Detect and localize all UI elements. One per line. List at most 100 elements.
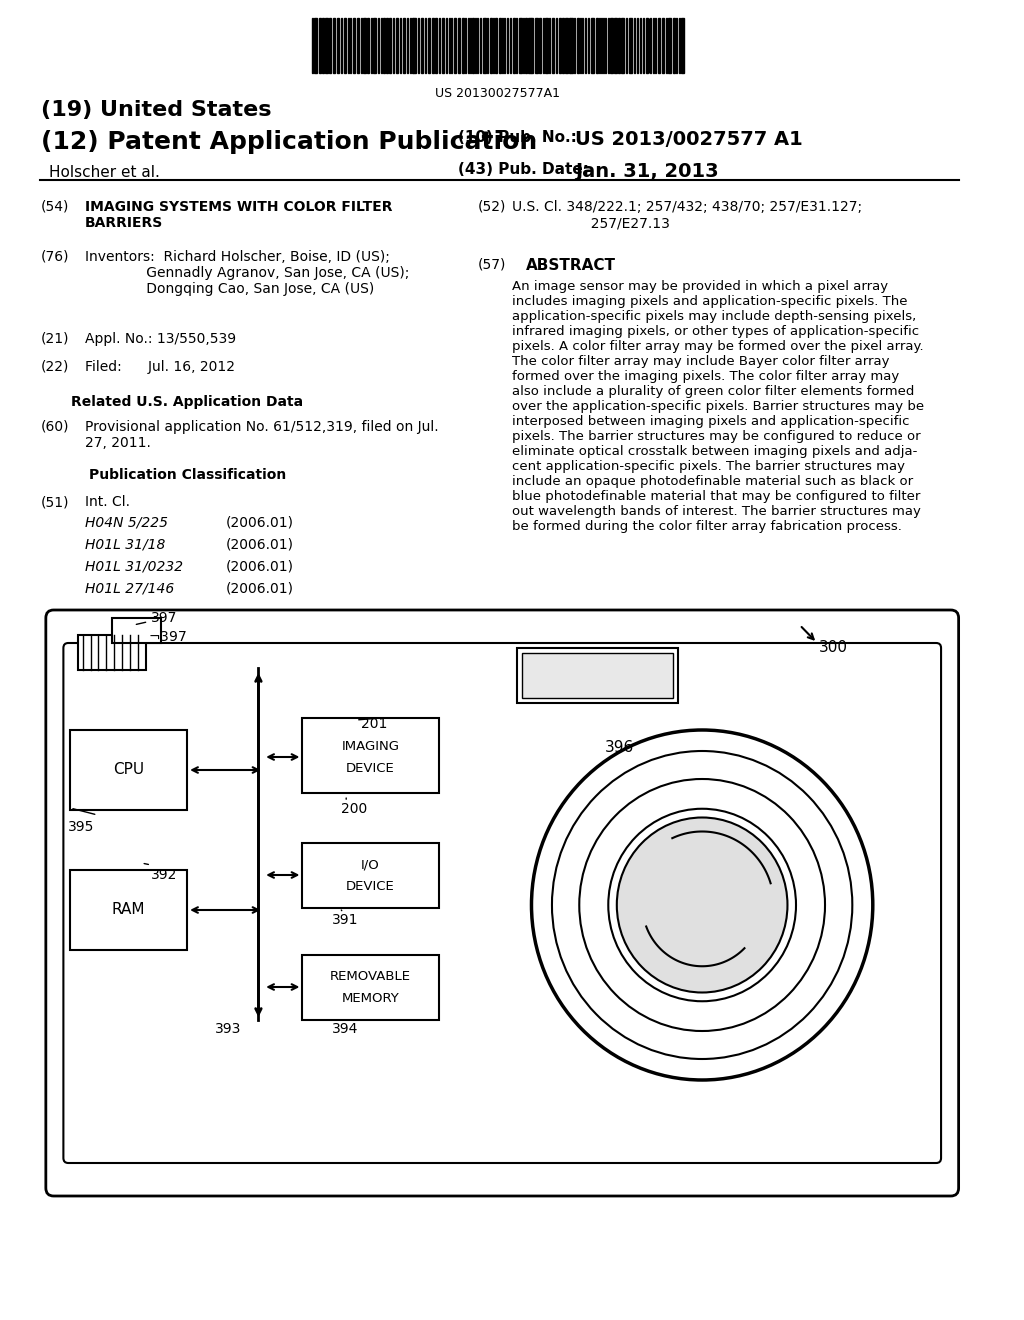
Bar — [338, 18, 339, 73]
Bar — [78, 635, 146, 671]
Text: 393: 393 — [215, 1022, 241, 1036]
Text: Related U.S. Application Data: Related U.S. Application Data — [72, 395, 303, 409]
Bar — [607, 18, 609, 73]
Text: Provisional application No. 61/512,319, filed on Jul.
27, 2011.: Provisional application No. 61/512,319, … — [85, 420, 438, 450]
Text: RAM: RAM — [112, 903, 145, 917]
Bar — [618, 18, 621, 73]
Bar — [524, 18, 526, 73]
Bar — [421, 18, 423, 73]
Text: (22): (22) — [41, 360, 70, 374]
Bar — [322, 18, 324, 73]
Text: 300: 300 — [819, 640, 848, 655]
Bar — [614, 18, 617, 73]
Bar — [622, 18, 624, 73]
Bar — [578, 18, 580, 73]
Bar — [596, 18, 598, 73]
Bar — [353, 18, 355, 73]
Bar — [455, 18, 457, 73]
Bar — [386, 18, 388, 73]
Text: (52): (52) — [478, 201, 506, 214]
Bar — [428, 18, 430, 73]
Text: $\neg$397: $\neg$397 — [148, 630, 187, 644]
Bar — [302, 954, 439, 1020]
Text: (76): (76) — [41, 249, 70, 264]
Bar — [302, 843, 439, 908]
Bar — [344, 18, 346, 73]
Text: Appl. No.: 13/550,539: Appl. No.: 13/550,539 — [85, 333, 236, 346]
Text: H01L 31/0232: H01L 31/0232 — [85, 558, 183, 573]
Bar — [681, 18, 684, 73]
Text: REMOVABLE: REMOVABLE — [330, 970, 411, 983]
Bar — [472, 18, 474, 73]
Text: Inventors:  Richard Holscher, Boise, ID (US);
              Gennadly Agranov, Sa: Inventors: Richard Holscher, Boise, ID (… — [85, 249, 410, 297]
Text: 394: 394 — [332, 1022, 358, 1036]
Circle shape — [580, 779, 825, 1031]
Bar — [318, 18, 321, 73]
Text: US 2013/0027577 A1: US 2013/0027577 A1 — [575, 129, 803, 149]
Text: An image sensor may be provided in which a pixel array
includes imaging pixels a: An image sensor may be provided in which… — [512, 280, 924, 533]
Text: (10) Pub. No.:: (10) Pub. No.: — [459, 129, 578, 145]
Bar — [389, 18, 391, 73]
Text: DEVICE: DEVICE — [346, 880, 395, 894]
Bar — [559, 18, 561, 73]
Text: (54): (54) — [41, 201, 70, 214]
Bar — [591, 18, 594, 73]
Bar — [451, 18, 453, 73]
Bar — [519, 18, 522, 73]
Bar — [435, 18, 437, 73]
Bar — [482, 18, 485, 73]
Bar — [333, 18, 336, 73]
Bar — [673, 18, 675, 73]
Bar — [531, 18, 534, 73]
Text: (43) Pub. Date:: (43) Pub. Date: — [459, 162, 590, 177]
Text: IMAGING: IMAGING — [342, 739, 399, 752]
Text: (21): (21) — [41, 333, 70, 346]
Text: 392: 392 — [152, 869, 177, 882]
Text: (2006.01): (2006.01) — [226, 515, 294, 529]
Text: H04N 5/225: H04N 5/225 — [85, 515, 168, 529]
Bar — [314, 18, 317, 73]
Text: MEMORY: MEMORY — [342, 993, 399, 1006]
Bar — [113, 618, 161, 643]
Circle shape — [608, 809, 796, 1002]
Text: U.S. Cl. 348/222.1; 257/432; 438/70; 257/E31.127;
                  257/E27.13: U.S. Cl. 348/222.1; 257/432; 438/70; 257… — [512, 201, 862, 230]
Bar — [496, 18, 498, 73]
Bar — [552, 18, 554, 73]
Text: Holscher et al.: Holscher et al. — [49, 165, 160, 180]
Bar — [383, 18, 385, 73]
Bar — [564, 18, 567, 73]
Bar — [562, 18, 563, 73]
Bar — [459, 18, 461, 73]
Bar — [362, 18, 366, 73]
Text: (12) Patent Application Publication: (12) Patent Application Publication — [41, 129, 538, 154]
Bar — [367, 18, 369, 73]
Bar — [610, 18, 613, 73]
Text: H01L 31/18: H01L 31/18 — [85, 537, 165, 550]
Text: IMAGING SYSTEMS WITH COLOR FILTER
BARRIERS: IMAGING SYSTEMS WITH COLOR FILTER BARRIE… — [85, 201, 392, 230]
Bar — [414, 18, 417, 73]
Bar — [374, 18, 377, 73]
Text: I/O: I/O — [361, 858, 380, 871]
Text: (51): (51) — [41, 495, 70, 510]
Text: 201: 201 — [360, 717, 387, 731]
Bar — [329, 18, 331, 73]
Bar — [545, 18, 548, 73]
Text: (57): (57) — [478, 257, 506, 272]
Bar — [396, 18, 398, 73]
Circle shape — [616, 817, 787, 993]
Text: (2006.01): (2006.01) — [226, 581, 294, 595]
Circle shape — [552, 751, 852, 1059]
Bar — [302, 718, 439, 793]
Text: (19) United States: (19) United States — [41, 100, 271, 120]
Bar — [658, 18, 660, 73]
Circle shape — [531, 730, 872, 1080]
Text: 200: 200 — [341, 803, 368, 816]
Bar — [432, 18, 434, 73]
FancyBboxPatch shape — [63, 643, 941, 1163]
Bar — [462, 18, 464, 73]
Text: Filed:      Jul. 16, 2012: Filed: Jul. 16, 2012 — [85, 360, 234, 374]
Bar — [513, 18, 515, 73]
Bar — [663, 18, 665, 73]
Text: ABSTRACT: ABSTRACT — [525, 257, 615, 273]
Bar — [540, 18, 542, 73]
